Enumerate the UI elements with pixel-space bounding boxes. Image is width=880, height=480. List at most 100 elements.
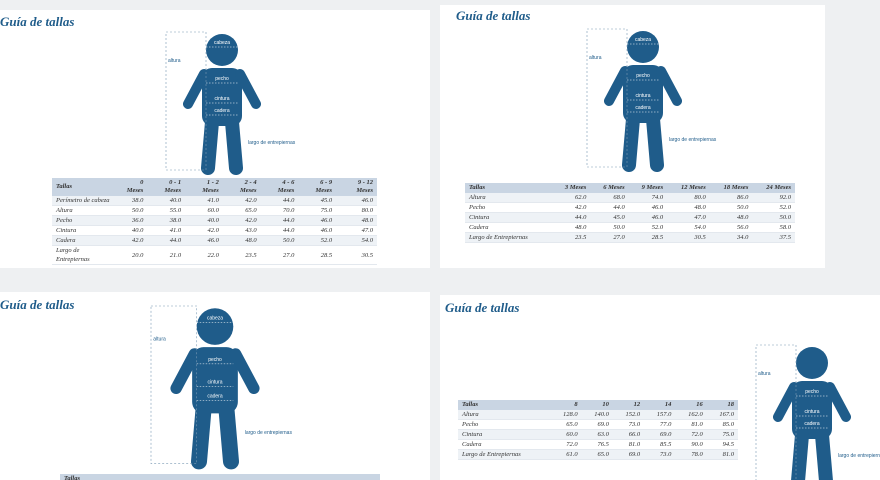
table-header-cell: 18: [706, 400, 738, 410]
table-cell: 48.0: [709, 212, 753, 223]
table-cell: 63.0: [581, 429, 613, 440]
table-cell: Altura: [52, 205, 118, 216]
table-cell: 48.0: [667, 202, 710, 213]
figure-head: [627, 31, 659, 63]
figure-label: cintura: [635, 93, 650, 99]
table-cell: 20.0: [118, 245, 148, 265]
table-cell: 45.0: [590, 212, 629, 223]
table-cell: Largo de Entrepiernas: [458, 449, 551, 460]
table-row: Largo de Entrepiernas 20.0 21.0 22.0 23.5 27.…: [52, 245, 377, 265]
table-cell: 46.0: [298, 215, 337, 226]
table-cell: 52.0: [752, 202, 795, 213]
table-row: Cintura 40.0 41.0 42.0 43.0 44.0 46.0 47.0: [52, 225, 377, 236]
figure-label: cintura: [214, 96, 229, 102]
table-cell: 50.0: [752, 212, 795, 223]
figure-label: pecho: [636, 73, 650, 79]
table-cell: 92.0: [752, 193, 795, 203]
body-figure: cabeza pecho cintura cadera altura largo de e…: [586, 28, 717, 172]
figure-label: cabeza: [635, 37, 651, 43]
table-header-cell: Tallas: [52, 178, 118, 196]
table-header-cell: 9 Meses: [628, 183, 668, 193]
table-row: Largo de Entrepiernas 23.5 27.0 28.5 30.5 34.…: [465, 232, 795, 243]
table-cell: 54.0: [667, 222, 710, 233]
table-cell: Pecho: [458, 419, 551, 430]
table-header-cell: 10: [581, 400, 613, 410]
table-cell: 77.0: [644, 419, 676, 430]
table-cell: 140.0: [581, 410, 613, 420]
table-row: Pecho 42.0 44.0 46.0 48.0 50.0 52.0: [465, 202, 795, 213]
panel-title: Guía de tallas: [0, 297, 75, 312]
table-cell: 43.0: [222, 225, 261, 236]
table-header-cell: 9 - 12 Meses: [336, 178, 377, 196]
table-cell: 27.0: [590, 232, 629, 243]
table-cell: Largo de Entrepiernas: [52, 245, 118, 265]
table-row: Altura 50.0 55.0 60.0 65.0 70.0 75.0 80.0: [52, 205, 377, 216]
table-cell: 44.0: [551, 212, 591, 223]
table-cell: 75.0: [298, 205, 337, 216]
table-cell: Pecho: [465, 202, 552, 213]
figure-label: largo de entrepiernas: [248, 140, 296, 146]
figure-label: largo de entrepiernas: [838, 453, 880, 459]
table-cell: 94.5: [706, 439, 738, 450]
table-cell: 47.0: [667, 212, 710, 223]
table-cell: 78.0: [675, 449, 707, 460]
table-cell: 52.0: [298, 235, 337, 246]
table-cell: 22.0: [185, 245, 223, 265]
figure-label: largo de entrepiernas: [669, 137, 717, 143]
table-cell: Cadera: [52, 235, 118, 246]
table-cell: 69.0: [644, 429, 676, 440]
table-cell: 44.0: [590, 202, 629, 213]
panel-title: Guía de tallas: [456, 8, 531, 23]
table-row: Cintura 44.0 45.0 46.0 47.0 48.0 50.0: [465, 212, 795, 223]
figure-label: cadera: [804, 421, 820, 427]
table-cell: 60.0: [185, 205, 223, 216]
table-cell: 73.0: [644, 449, 676, 460]
table-cell: 40.0: [147, 196, 186, 206]
table-cell: 157.0: [644, 410, 676, 420]
table-cell: 23.5: [551, 232, 591, 243]
table-cell: 65.0: [550, 419, 582, 430]
table-cell: 85.0: [706, 419, 738, 430]
size-guide-panel: Guía de tallas cabeza pecho cintura cadera al…: [0, 292, 430, 480]
figure-label: altura: [589, 55, 602, 61]
size-table: Tallas 8 10 12 14 16 18 Altura 128.0 140.0 152.0 15…: [458, 400, 738, 460]
table-header-cell: 6 Meses: [590, 183, 629, 193]
table-cell: 76.5: [581, 439, 613, 450]
size-guide-panel: Guía de tallas pecho cintura cadera altura la…: [440, 295, 880, 480]
table-cell: 80.0: [667, 193, 710, 203]
table-cell: 30.5: [336, 245, 377, 265]
figure-arms: [604, 66, 682, 106]
figure-arms: [183, 69, 261, 109]
figure-label: cabeza: [207, 316, 223, 322]
figure-torso: [623, 65, 663, 123]
table-cell: 58.0: [752, 222, 795, 233]
figure-legs: [622, 112, 664, 172]
table-header-cell: 1 - 2 Meses: [185, 178, 223, 196]
table-header-cell: 3 Meses: [551, 183, 591, 193]
figure-label: cabeza: [214, 40, 230, 46]
table-cell: 37.5: [752, 232, 795, 243]
table-header-cell: Tallas: [60, 474, 380, 480]
table-header-cell: 12: [612, 400, 645, 410]
table-cell: 66.0: [612, 429, 645, 440]
table-cell: Cintura: [52, 225, 118, 236]
figure-label: pecho: [215, 76, 229, 82]
table-cell: 56.0: [709, 222, 753, 233]
table-row: Altura 128.0 140.0 152.0 157.0 162.0 167.0: [458, 410, 738, 420]
figure-label: altura: [168, 58, 181, 64]
figure-head: [796, 347, 828, 379]
table-cell: Cintura: [465, 212, 552, 223]
table-cell: 90.0: [675, 439, 707, 450]
table-cell: 42.0: [222, 196, 261, 206]
table-cell: 42.0: [185, 225, 223, 236]
table-cell: 45.0: [298, 196, 337, 206]
table-cell: 48.0: [222, 235, 261, 246]
table-row: Pecho 36.0 38.0 40.0 42.0 44.0 46.0 48.0: [52, 215, 377, 226]
table-header-cell: 24 Meses: [752, 183, 795, 193]
table-cell: 65.0: [581, 449, 613, 460]
table-header-cell: 16: [675, 400, 707, 410]
table-cell: 44.0: [147, 235, 186, 246]
table-header-cell: Tallas: [458, 400, 551, 410]
table-cell: 50.0: [260, 235, 299, 246]
